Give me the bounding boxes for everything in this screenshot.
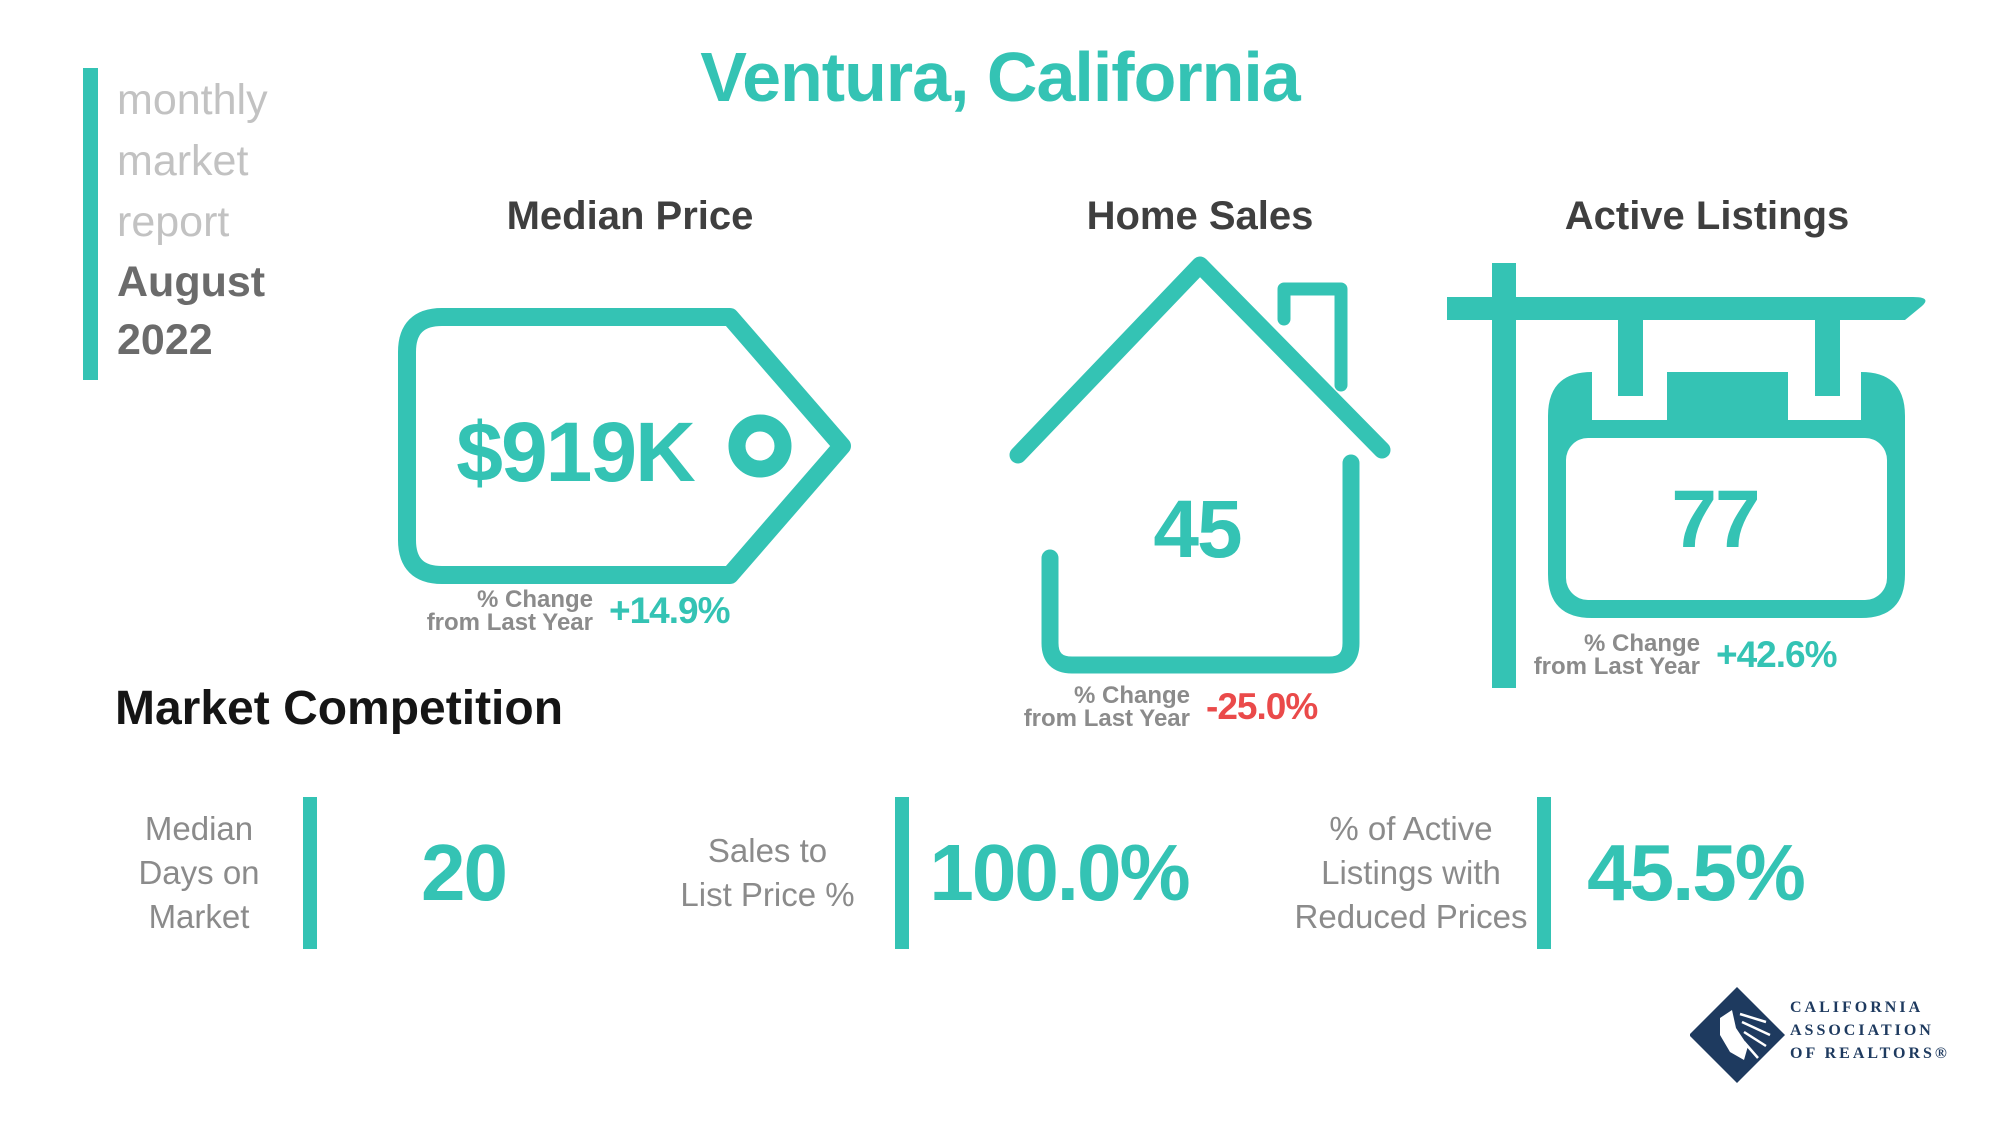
median-price-change-row: % Change from Last Year +14.9% [425, 586, 731, 636]
median-price-heading: Median Price [506, 194, 754, 238]
change-label-line1: % Change [1073, 682, 1190, 709]
median-price-value: $919K [456, 405, 696, 499]
active-listings-change-row: % Change from Last Year +42.6% [1532, 630, 1838, 680]
report-year: 2022 [117, 316, 213, 364]
label-line: Sales to [707, 831, 828, 869]
car-logo-diamond-icon [1690, 987, 1785, 1083]
label-line: % of Active [1329, 809, 1493, 847]
reduced-prices-value: 45.5% [1587, 827, 1806, 917]
change-label-line1: % Change [476, 586, 593, 613]
logo-line-california: CALIFORNIA [1790, 999, 1924, 1016]
report-word-report: report [117, 198, 230, 246]
car-logo: CALIFORNIA ASSOCIATION OF REALTORS® [1690, 978, 1990, 1098]
sales-to-list-price-value: 100.0% [929, 827, 1190, 917]
change-label-line2: from Last Year [1023, 705, 1190, 732]
divider-bar [895, 796, 909, 949]
active-listings-change-label: % Change from Last Year [1532, 630, 1700, 680]
home-sales-change-value: -25.0% [1206, 686, 1318, 727]
divider-bar [303, 796, 317, 949]
reduced-prices-label: % of Active Listings with Reduced Prices [1285, 807, 1537, 939]
median-days-on-market-item: Median Days on Market 20 [95, 795, 610, 950]
report-month: August [117, 258, 266, 306]
label-line: Median [144, 809, 254, 847]
logo-line-realtors: OF REALTORS® [1790, 1045, 1950, 1062]
label-line: Days on [138, 853, 260, 891]
reduced-prices-item: % of Active Listings with Reduced Prices… [1285, 795, 1840, 950]
median-days-on-market-value: 20 [421, 827, 508, 917]
home-sales-change-row: % Change from Last Year -25.0% [1022, 682, 1319, 732]
active-listings-value: 77 [1671, 474, 1760, 565]
page-title: Ventura, California [700, 38, 1300, 116]
house-icon [1009, 256, 1391, 674]
median-price-change-value: +14.9% [609, 590, 731, 631]
label-line: Market [148, 897, 250, 935]
home-sales-heading: Home Sales [1086, 194, 1314, 238]
change-label-line2: from Last Year [426, 609, 593, 636]
report-word-monthly: monthly [117, 76, 268, 124]
change-label-line2: from Last Year [1533, 653, 1700, 680]
sales-to-list-price-item: Sales to List Price % 100.0% [640, 795, 1209, 950]
sales-to-list-price-label: Sales to List Price % [640, 829, 895, 917]
label-line: Reduced Prices [1294, 897, 1528, 935]
for-sale-sign-icon [1447, 263, 1926, 688]
median-price-change-label: % Change from Last Year [425, 586, 593, 636]
label-line: List Price % [680, 875, 855, 913]
divider-bar [1537, 796, 1551, 949]
change-label-line1: % Change [1583, 630, 1700, 657]
accent-bar [83, 68, 98, 380]
car-logo-text: CALIFORNIA ASSOCIATION OF REALTORS® [1790, 996, 1950, 1065]
report-title-block: monthly market report August 2022 [117, 70, 337, 369]
label-line: Listings with [1321, 853, 1501, 891]
home-sales-value: 45 [1153, 484, 1242, 575]
home-sales-change-label: % Change from Last Year [1022, 682, 1190, 732]
active-listings-heading: Active Listings [1564, 194, 1850, 238]
active-listings-change-value: +42.6% [1716, 634, 1838, 675]
logo-line-association: ASSOCIATION [1790, 1022, 1934, 1039]
price-tag-icon [398, 308, 851, 584]
median-days-on-market-label: Median Days on Market [95, 807, 303, 939]
report-word-market: market [117, 137, 249, 185]
market-competition-heading: Market Competition [115, 682, 564, 735]
